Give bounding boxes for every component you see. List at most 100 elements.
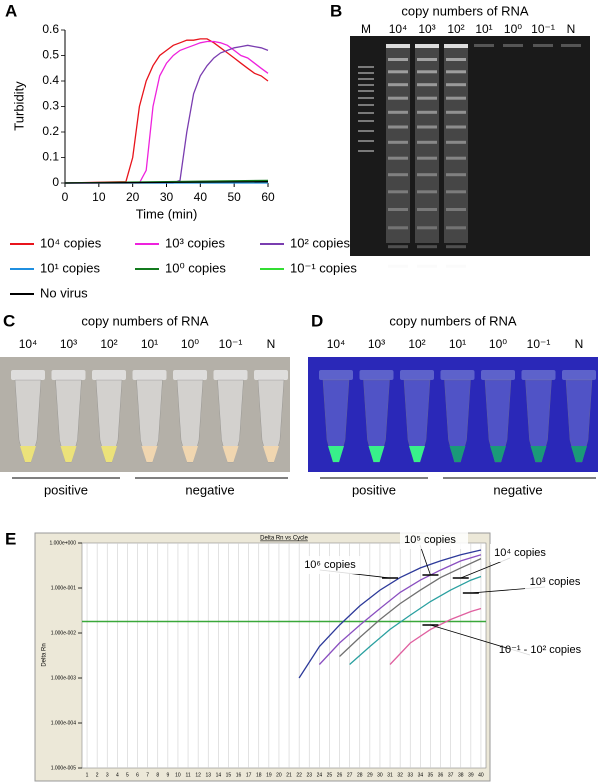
- x-tick-label: 2: [96, 772, 99, 778]
- lane-label: 10⁴: [389, 22, 408, 36]
- y-tick-label: 0.2: [42, 124, 59, 138]
- ladder-band: [358, 84, 374, 86]
- data-line: [64, 181, 269, 184]
- x-tick-label: 33: [407, 772, 413, 778]
- lane-label: 10¹: [141, 337, 158, 351]
- lane-label: 10⁰: [489, 337, 507, 351]
- tube-liquid: [409, 446, 425, 462]
- well: [561, 44, 581, 47]
- tube-cap: [481, 370, 515, 380]
- x-tick-label: 10: [92, 190, 106, 204]
- lane-label: 10⁻¹: [531, 22, 555, 36]
- y-tick-label: 0.5: [42, 48, 59, 62]
- tube-cap: [173, 370, 207, 380]
- well: [474, 44, 494, 47]
- lane-label: 10⁻¹: [527, 337, 551, 351]
- band: [446, 190, 466, 194]
- well: [415, 44, 439, 48]
- panel-label: A: [5, 1, 17, 20]
- band: [417, 226, 437, 230]
- ladder-band: [358, 112, 374, 114]
- x-tick-label: 35: [428, 772, 434, 778]
- y-axis-label: Turbidity: [11, 81, 26, 131]
- x-tick-label: 17: [246, 772, 252, 778]
- x-tick-label: 18: [256, 772, 262, 778]
- band: [446, 264, 466, 268]
- band: [417, 96, 437, 100]
- band: [446, 96, 466, 100]
- tube-cap: [319, 370, 353, 380]
- tube-liquid: [141, 446, 158, 462]
- x-tick-label: 19: [266, 772, 272, 778]
- tube-liquid: [182, 446, 198, 462]
- ladder-band: [358, 72, 374, 74]
- lane-label: 10³: [60, 337, 77, 351]
- lane-label: 10¹: [475, 22, 492, 36]
- band: [388, 140, 408, 144]
- lane-label: 10⁻¹: [219, 337, 243, 351]
- tube-liquid: [490, 446, 506, 462]
- band: [417, 58, 437, 61]
- x-tick-label: 25: [327, 772, 333, 778]
- x-tick-label: 36: [438, 772, 444, 778]
- band: [388, 110, 408, 114]
- panel-label: C: [3, 311, 15, 330]
- x-tick-label: 28: [357, 772, 363, 778]
- band: [388, 264, 408, 268]
- y-axis-label: Delta Rn: [42, 643, 48, 666]
- tube-cap: [400, 370, 434, 380]
- x-tick-label: 30: [160, 190, 174, 204]
- y-tick-label: 1.000e-001: [51, 585, 77, 591]
- panel-label: E: [5, 529, 16, 548]
- x-tick-label: 11: [185, 772, 190, 778]
- ladder-band: [358, 150, 374, 152]
- y-tick-label: 1.000e-003: [51, 675, 77, 681]
- well: [533, 44, 553, 47]
- band: [446, 226, 466, 230]
- group-label: positive: [352, 482, 396, 497]
- y-tick-label: 1.000e-004: [51, 720, 77, 726]
- band: [388, 58, 408, 61]
- x-tick-label: 6: [136, 772, 139, 778]
- x-tick-label: 8: [156, 772, 159, 778]
- data-line: [318, 554, 482, 665]
- tube-liquid: [222, 446, 239, 462]
- tube-cap: [92, 370, 126, 380]
- tube-liquid: [449, 446, 466, 462]
- legend-label: 10⁰ copies: [165, 260, 226, 275]
- x-tick-label: 9: [166, 772, 169, 778]
- x-tick-label: 21: [286, 772, 292, 778]
- annotation: 10⁴ copies: [494, 547, 546, 559]
- tube-liquid: [530, 446, 547, 462]
- band: [417, 70, 437, 74]
- lane-label: 10⁰: [181, 337, 199, 351]
- band: [446, 83, 466, 87]
- band: [446, 125, 466, 129]
- x-tick-label: 12: [195, 772, 201, 778]
- legend-label: 10⁻¹ copies: [290, 260, 357, 275]
- x-tick-label: 26: [337, 772, 343, 778]
- smear: [415, 48, 439, 243]
- annotation: 10⁻¹ - 10² copies: [499, 644, 582, 656]
- x-tick-label: 15: [226, 772, 232, 778]
- x-tick-label: 4: [116, 772, 119, 778]
- x-tick-label: 40: [194, 190, 208, 204]
- lane-label: N: [575, 337, 584, 351]
- legend-label: 10¹ copies: [40, 260, 100, 275]
- photo-title: copy numbers of RNA: [389, 313, 516, 328]
- lane-label: 10²: [447, 22, 464, 36]
- lane-label: 10³: [368, 337, 385, 351]
- legend-label: No virus: [40, 285, 88, 300]
- band: [388, 125, 408, 129]
- x-tick-label: 3: [106, 772, 109, 778]
- y-tick-label: 0.6: [42, 22, 59, 36]
- lane-label: 10¹: [449, 337, 466, 351]
- band: [417, 140, 437, 144]
- band: [417, 110, 437, 114]
- band: [446, 58, 466, 61]
- band: [388, 245, 408, 249]
- band: [388, 156, 408, 160]
- x-tick-label: 39: [468, 772, 474, 778]
- tube-liquid: [101, 446, 117, 462]
- ladder-band: [358, 140, 374, 142]
